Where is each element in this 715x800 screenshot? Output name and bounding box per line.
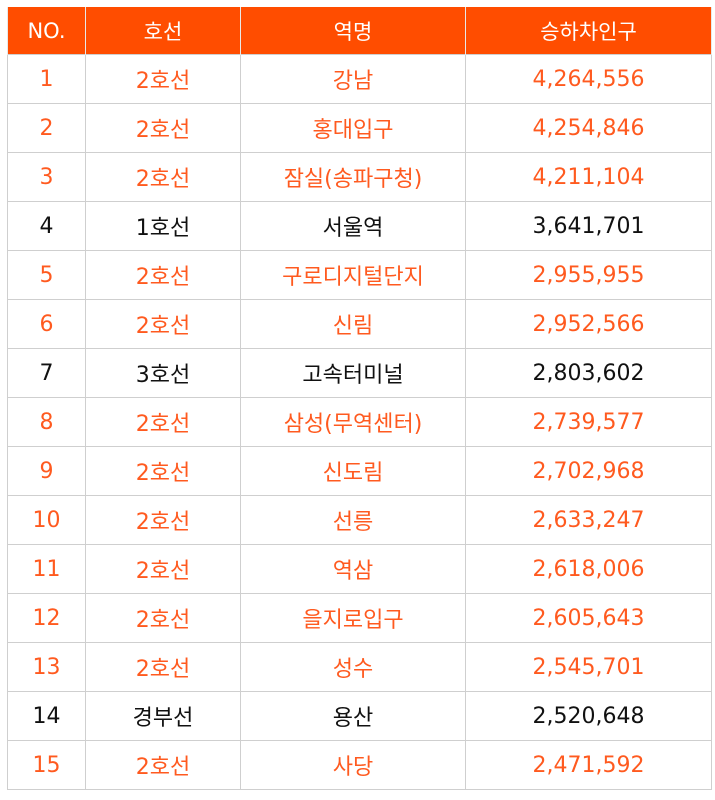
row-number-cell: 8 — [7, 397, 86, 447]
row-number-cell: 7 — [7, 348, 86, 398]
table-container: NO. 호선 역명 승하차인구 1 2호선 강남 4,264,556 2 2호선 홍대입구 4… — [7, 7, 712, 790]
table-body: 1 2호선 강남 4,264,556 2 2호선 홍대입구 4,254,846 3 2호선 잠실(송… — [7, 54, 712, 790]
row-number-cell: 2 — [7, 103, 86, 153]
line-cell: 2호선 — [85, 446, 241, 496]
table-row: 15 2호선 사당 2,471,592 — [7, 740, 712, 790]
row-number-cell: 13 — [7, 642, 86, 692]
station-name-cell: 선릉 — [240, 495, 466, 545]
table-row: 10 2호선 선릉 2,633,247 — [7, 495, 712, 545]
table-row: 8 2호선 삼성(무역센터) 2,739,577 — [7, 397, 712, 447]
table-row: 2 2호선 홍대입구 4,254,846 — [7, 103, 712, 153]
header-no: NO. — [7, 7, 86, 55]
header-line: 호선 — [85, 7, 241, 55]
passenger-count-cell: 2,520,648 — [465, 691, 712, 741]
line-cell: 2호선 — [85, 642, 241, 692]
line-cell: 2호선 — [85, 152, 241, 202]
passenger-count-cell: 3,641,701 — [465, 201, 712, 251]
passenger-count-cell: 2,545,701 — [465, 642, 712, 692]
row-number-cell: 9 — [7, 446, 86, 496]
station-name-cell: 역삼 — [240, 544, 466, 594]
station-name-cell: 삼성(무역센터) — [240, 397, 466, 447]
line-cell: 2호선 — [85, 544, 241, 594]
table-row: 4 1호선 서울역 3,641,701 — [7, 201, 712, 251]
row-number-cell: 3 — [7, 152, 86, 202]
station-ranking-table: NO. 호선 역명 승하차인구 1 2호선 강남 4,264,556 2 2호선 홍대입구 4… — [7, 7, 712, 790]
header-station: 역명 — [240, 7, 466, 55]
row-number-cell: 5 — [7, 250, 86, 300]
passenger-count-cell: 4,264,556 — [465, 54, 712, 104]
station-name-cell: 사당 — [240, 740, 466, 790]
line-cell: 3호선 — [85, 348, 241, 398]
table-row: 13 2호선 성수 2,545,701 — [7, 642, 712, 692]
line-cell: 2호선 — [85, 250, 241, 300]
row-number-cell: 12 — [7, 593, 86, 643]
table-row: 7 3호선 고속터미널 2,803,602 — [7, 348, 712, 398]
passenger-count-cell: 2,739,577 — [465, 397, 712, 447]
line-cell: 2호선 — [85, 103, 241, 153]
passenger-count-cell: 4,211,104 — [465, 152, 712, 202]
row-number-cell: 14 — [7, 691, 86, 741]
line-cell: 경부선 — [85, 691, 241, 741]
header-passengers: 승하차인구 — [465, 7, 712, 55]
station-name-cell: 서울역 — [240, 201, 466, 251]
station-name-cell: 신도림 — [240, 446, 466, 496]
passenger-count-cell: 2,702,968 — [465, 446, 712, 496]
table-row: 14 경부선 용산 2,520,648 — [7, 691, 712, 741]
row-number-cell: 1 — [7, 54, 86, 104]
station-name-cell: 성수 — [240, 642, 466, 692]
station-name-cell: 신림 — [240, 299, 466, 349]
table-header-row: NO. 호선 역명 승하차인구 — [7, 7, 712, 55]
row-number-cell: 6 — [7, 299, 86, 349]
table-row: 12 2호선 을지로입구 2,605,643 — [7, 593, 712, 643]
table-row: 1 2호선 강남 4,264,556 — [7, 54, 712, 104]
passenger-count-cell: 2,803,602 — [465, 348, 712, 398]
table-row: 6 2호선 신림 2,952,566 — [7, 299, 712, 349]
table-row: 11 2호선 역삼 2,618,006 — [7, 544, 712, 594]
line-cell: 2호선 — [85, 299, 241, 349]
row-number-cell: 15 — [7, 740, 86, 790]
passenger-count-cell: 2,952,566 — [465, 299, 712, 349]
row-number-cell: 4 — [7, 201, 86, 251]
passenger-count-cell: 2,471,592 — [465, 740, 712, 790]
table-row: 5 2호선 구로디지털단지 2,955,955 — [7, 250, 712, 300]
passenger-count-cell: 2,955,955 — [465, 250, 712, 300]
table-row: 3 2호선 잠실(송파구청) 4,211,104 — [7, 152, 712, 202]
station-name-cell: 강남 — [240, 54, 466, 104]
station-name-cell: 구로디지털단지 — [240, 250, 466, 300]
table-row: 9 2호선 신도림 2,702,968 — [7, 446, 712, 496]
line-cell: 2호선 — [85, 495, 241, 545]
passenger-count-cell: 2,605,643 — [465, 593, 712, 643]
line-cell: 2호선 — [85, 593, 241, 643]
station-name-cell: 홍대입구 — [240, 103, 466, 153]
row-number-cell: 10 — [7, 495, 86, 545]
line-cell: 2호선 — [85, 54, 241, 104]
row-number-cell: 11 — [7, 544, 86, 594]
station-name-cell: 을지로입구 — [240, 593, 466, 643]
passenger-count-cell: 4,254,846 — [465, 103, 712, 153]
line-cell: 2호선 — [85, 397, 241, 447]
station-name-cell: 잠실(송파구청) — [240, 152, 466, 202]
passenger-count-cell: 2,618,006 — [465, 544, 712, 594]
line-cell: 1호선 — [85, 201, 241, 251]
station-name-cell: 용산 — [240, 691, 466, 741]
passenger-count-cell: 2,633,247 — [465, 495, 712, 545]
station-name-cell: 고속터미널 — [240, 348, 466, 398]
line-cell: 2호선 — [85, 740, 241, 790]
